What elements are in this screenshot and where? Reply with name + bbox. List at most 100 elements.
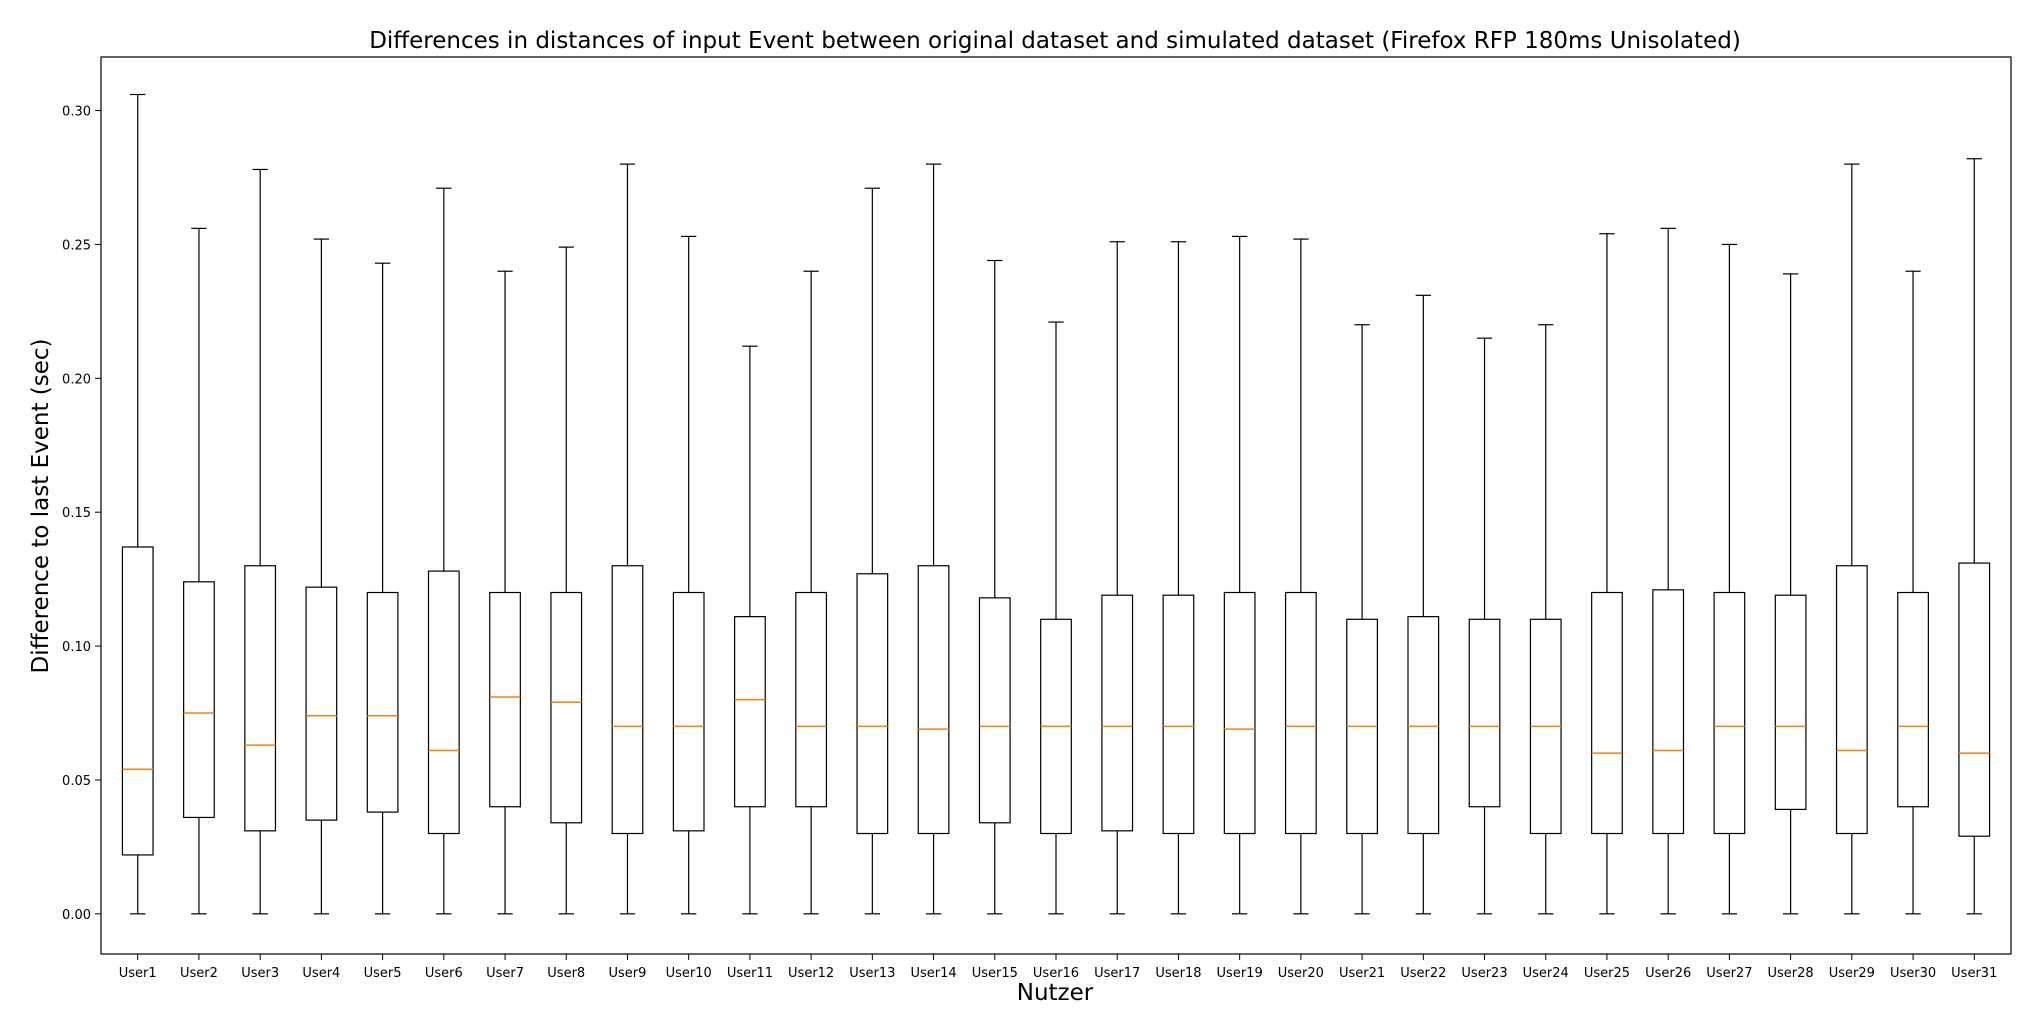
x-tick-label: User28 — [1768, 966, 1814, 981]
box-group — [305, 238, 338, 915]
box — [1101, 594, 1134, 832]
x-tick-label: User21 — [1339, 966, 1385, 981]
box — [1774, 594, 1807, 811]
x-tick-label: User20 — [1278, 966, 1324, 981]
x-tick-label: User16 — [1033, 966, 1079, 981]
box-group — [550, 246, 583, 915]
x-tick-label: User6 — [425, 966, 463, 981]
x-tick-label: User25 — [1584, 966, 1630, 981]
box-group — [121, 93, 154, 915]
x-tick-label: User17 — [1094, 966, 1140, 981]
x-tick-label: User13 — [849, 966, 895, 981]
box-group — [672, 235, 705, 915]
y-axis: 0.00 0.05 0.10 0.15 0.20 0.25 0.30 — [62, 105, 101, 923]
box — [672, 591, 705, 832]
box-group — [1529, 324, 1562, 915]
x-tick-label: User26 — [1645, 966, 1691, 981]
box — [917, 565, 950, 835]
box — [305, 586, 338, 821]
box-group — [1101, 241, 1134, 915]
box — [1897, 591, 1929, 808]
box-group — [611, 163, 644, 915]
y-tick-label: 0.00 — [62, 908, 91, 923]
box-group — [734, 345, 766, 915]
box-group — [1468, 337, 1501, 915]
box — [1958, 562, 1991, 837]
x-tick-label: User24 — [1523, 966, 1569, 981]
x-tick-label: User9 — [609, 966, 647, 981]
x-tick-label: User5 — [364, 966, 402, 981]
box — [121, 546, 154, 856]
box — [856, 573, 889, 835]
box — [550, 591, 583, 824]
x-tick-label: User10 — [666, 966, 712, 981]
x-tick-label: User29 — [1829, 966, 1875, 981]
box-group — [1162, 241, 1195, 915]
box-group — [1591, 233, 1623, 915]
chart-title: Differences in distances of input Event … — [369, 28, 1741, 54]
x-tick-label: User1 — [119, 966, 157, 981]
x-tick-label: User27 — [1706, 966, 1752, 981]
x-tick-label: User23 — [1461, 966, 1507, 981]
box — [734, 616, 766, 808]
box-group — [1040, 321, 1072, 915]
x-tick-label: User3 — [241, 966, 279, 981]
box — [1713, 591, 1746, 835]
box-group — [1407, 294, 1440, 915]
box — [1591, 591, 1623, 835]
x-tick-label: User12 — [788, 966, 834, 981]
box — [1468, 618, 1501, 808]
box — [244, 565, 277, 832]
y-axis-label: Difference to last Event (sec) — [28, 338, 54, 673]
box-group — [1284, 238, 1317, 915]
box-group — [1774, 273, 1807, 915]
x-tick-label: User8 — [547, 966, 585, 981]
box — [1835, 565, 1868, 835]
x-tick-label: User31 — [1951, 966, 1997, 981]
x-tick-label: User18 — [1155, 966, 1201, 981]
box-group — [1713, 243, 1746, 915]
box-group — [1346, 324, 1378, 915]
x-tick-label: User2 — [180, 966, 218, 981]
box — [366, 591, 399, 813]
box-group — [1958, 158, 1991, 915]
y-tick-label: 0.15 — [62, 506, 91, 521]
box-group — [427, 187, 460, 915]
x-axis: User1 User2 User3 User4 User5 User6 User7 User8… — [119, 954, 1997, 981]
box — [1162, 594, 1195, 835]
plot-area — [121, 93, 1991, 915]
box-group — [1223, 235, 1256, 915]
x-axis-label: Nutzer — [1017, 980, 1094, 1006]
box-group — [489, 270, 521, 915]
box-group — [183, 227, 215, 915]
x-tick-label: User22 — [1400, 966, 1446, 981]
box-group — [1652, 227, 1685, 915]
x-tick-label: User11 — [727, 966, 773, 981]
x-tick-label: User19 — [1217, 966, 1263, 981]
y-tick-label: 0.05 — [62, 774, 91, 789]
box-group — [978, 259, 1011, 915]
box-group — [1897, 270, 1929, 915]
box — [1284, 591, 1317, 835]
box — [1407, 616, 1440, 835]
x-tick-label: User30 — [1890, 966, 1936, 981]
x-tick-label: User14 — [910, 966, 956, 981]
box — [795, 591, 828, 808]
y-tick-label: 0.30 — [62, 105, 91, 120]
y-tick-label: 0.25 — [62, 238, 91, 253]
box — [1223, 591, 1256, 835]
box — [427, 570, 460, 835]
y-tick-label: 0.10 — [62, 640, 91, 655]
box-group — [244, 168, 277, 915]
box — [489, 591, 521, 808]
box-group — [366, 262, 399, 915]
box — [183, 581, 215, 819]
box — [978, 597, 1011, 824]
x-tick-label: User15 — [972, 966, 1018, 981]
box-group — [856, 187, 889, 915]
box — [611, 565, 644, 835]
y-tick-label: 0.20 — [62, 372, 91, 387]
box — [1652, 589, 1685, 835]
box-group — [917, 163, 950, 915]
